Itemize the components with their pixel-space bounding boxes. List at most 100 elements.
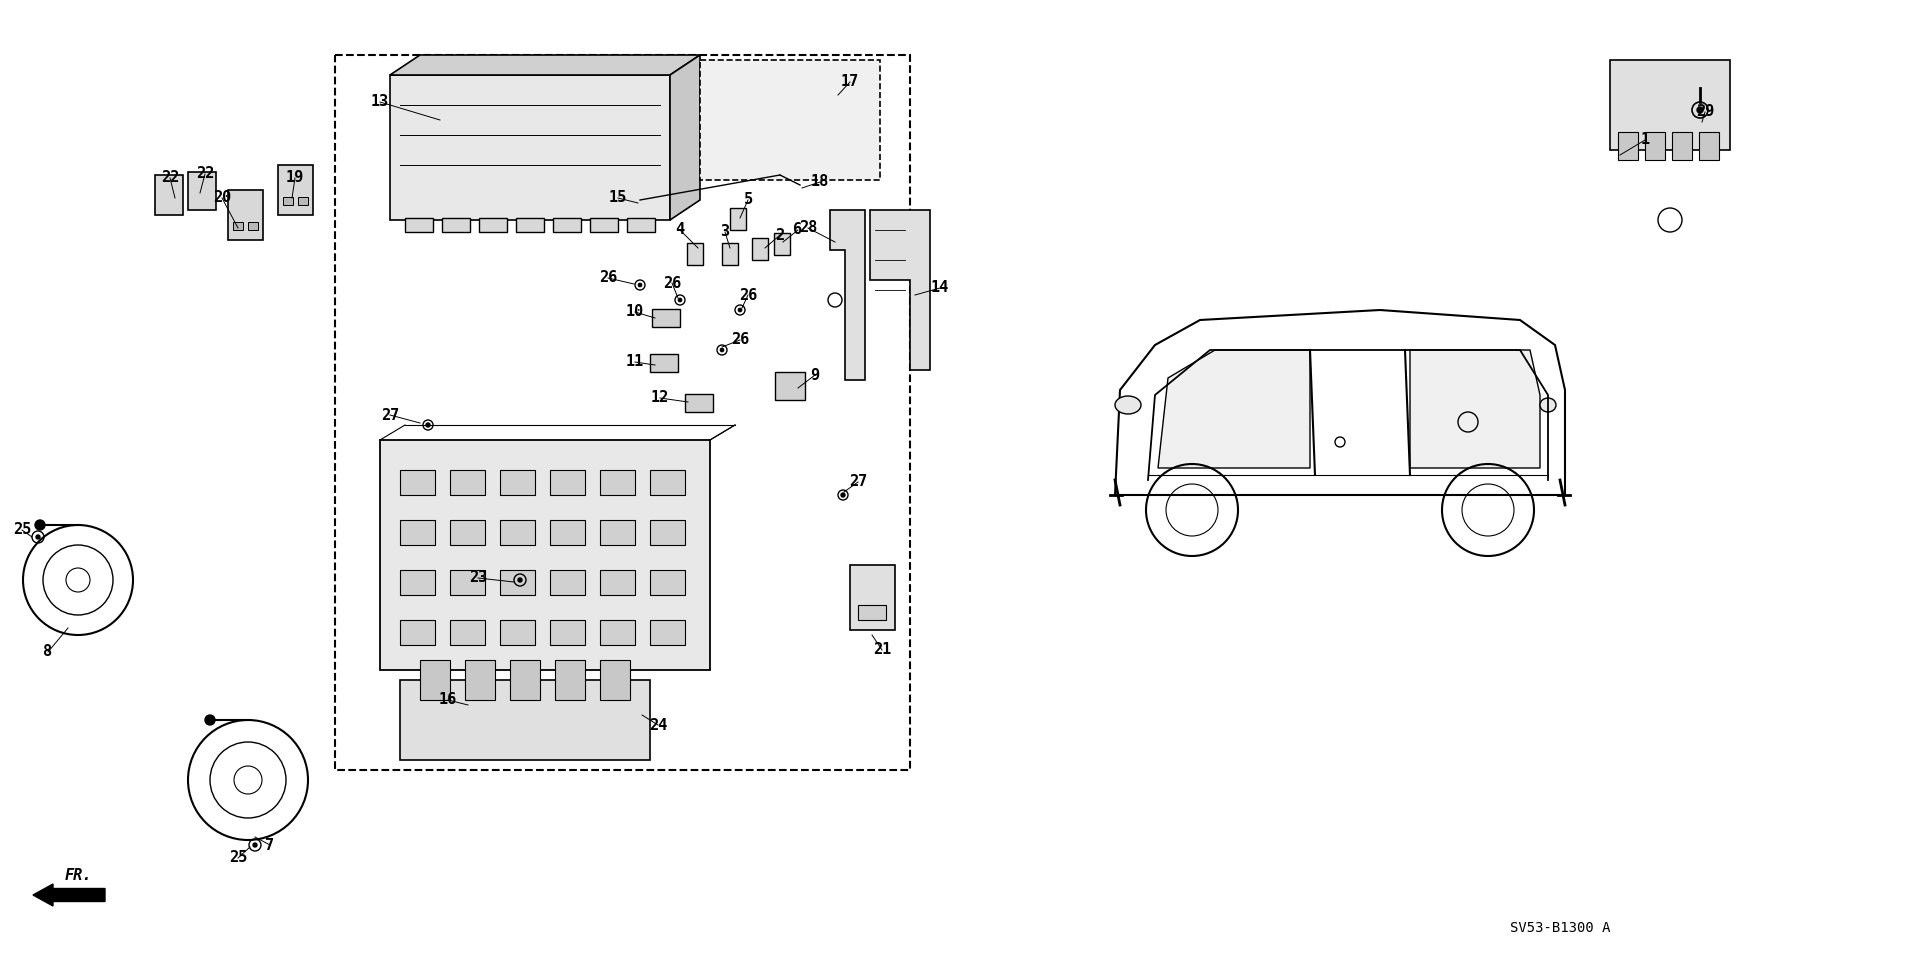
Polygon shape — [722, 243, 737, 265]
Text: 26: 26 — [662, 275, 682, 291]
Circle shape — [426, 423, 430, 427]
Polygon shape — [687, 243, 703, 265]
Polygon shape — [553, 218, 582, 232]
Polygon shape — [1645, 132, 1665, 160]
Polygon shape — [511, 660, 540, 700]
Polygon shape — [499, 620, 536, 645]
Polygon shape — [380, 440, 710, 670]
Text: 2: 2 — [776, 227, 785, 243]
Polygon shape — [599, 470, 636, 495]
Polygon shape — [730, 208, 747, 230]
Text: 20: 20 — [213, 191, 230, 205]
Text: 14: 14 — [931, 280, 948, 295]
Polygon shape — [449, 470, 486, 495]
Polygon shape — [851, 565, 895, 630]
Polygon shape — [651, 354, 678, 372]
Polygon shape — [1158, 350, 1309, 468]
Polygon shape — [188, 172, 215, 210]
Polygon shape — [670, 55, 701, 220]
Polygon shape — [499, 570, 536, 595]
Text: 23: 23 — [468, 571, 488, 586]
Text: 16: 16 — [440, 692, 457, 708]
Polygon shape — [449, 520, 486, 545]
Polygon shape — [599, 520, 636, 545]
Ellipse shape — [1116, 396, 1140, 414]
Text: 22: 22 — [196, 167, 215, 181]
Polygon shape — [651, 470, 685, 495]
Text: FR.: FR. — [63, 869, 92, 883]
Circle shape — [253, 843, 257, 847]
Polygon shape — [282, 197, 294, 205]
Text: 13: 13 — [371, 95, 390, 109]
Polygon shape — [516, 218, 543, 232]
Text: 27: 27 — [849, 475, 868, 489]
Polygon shape — [442, 218, 470, 232]
Circle shape — [720, 348, 724, 352]
Polygon shape — [465, 660, 495, 700]
Polygon shape — [1619, 132, 1638, 160]
Polygon shape — [499, 470, 536, 495]
Text: 15: 15 — [609, 191, 628, 205]
Polygon shape — [858, 605, 885, 620]
Text: 19: 19 — [286, 171, 303, 185]
Polygon shape — [399, 620, 436, 645]
Polygon shape — [701, 60, 879, 180]
Polygon shape — [499, 520, 536, 545]
Text: 18: 18 — [810, 175, 829, 190]
Polygon shape — [1699, 132, 1718, 160]
Text: 4: 4 — [676, 222, 685, 238]
Polygon shape — [599, 660, 630, 700]
Text: 26: 26 — [599, 270, 616, 286]
Polygon shape — [449, 570, 486, 595]
Text: 3: 3 — [720, 224, 730, 240]
Text: 11: 11 — [626, 355, 643, 369]
Polygon shape — [399, 570, 436, 595]
Polygon shape — [774, 233, 789, 255]
Circle shape — [678, 298, 682, 302]
Text: 5: 5 — [743, 193, 753, 207]
Circle shape — [1697, 107, 1703, 113]
Polygon shape — [870, 210, 929, 370]
Text: 21: 21 — [874, 643, 891, 658]
Polygon shape — [156, 175, 182, 215]
Polygon shape — [478, 218, 507, 232]
Polygon shape — [390, 75, 670, 220]
Polygon shape — [1409, 350, 1540, 468]
Polygon shape — [589, 218, 618, 232]
Text: 1: 1 — [1640, 132, 1649, 148]
Polygon shape — [653, 309, 680, 327]
Text: 22: 22 — [161, 171, 179, 185]
Polygon shape — [399, 470, 436, 495]
Text: 26: 26 — [732, 333, 749, 347]
Polygon shape — [651, 570, 685, 595]
Polygon shape — [248, 222, 257, 230]
Polygon shape — [549, 620, 586, 645]
Text: 26: 26 — [739, 288, 756, 302]
Polygon shape — [298, 197, 307, 205]
Text: 8: 8 — [44, 644, 52, 660]
Polygon shape — [228, 190, 263, 240]
Circle shape — [841, 493, 845, 497]
Polygon shape — [599, 570, 636, 595]
Polygon shape — [1611, 60, 1730, 150]
Polygon shape — [549, 470, 586, 495]
Text: 9: 9 — [810, 367, 820, 383]
Polygon shape — [549, 520, 586, 545]
Text: 25: 25 — [228, 851, 248, 866]
Polygon shape — [829, 210, 866, 380]
Circle shape — [36, 535, 40, 539]
Text: 25: 25 — [13, 523, 31, 537]
Polygon shape — [420, 660, 449, 700]
Text: 24: 24 — [649, 717, 666, 733]
Circle shape — [518, 578, 522, 582]
Circle shape — [205, 715, 215, 725]
Text: 12: 12 — [651, 390, 670, 406]
Polygon shape — [278, 165, 313, 215]
Text: 10: 10 — [626, 305, 643, 319]
Polygon shape — [232, 222, 244, 230]
Text: 27: 27 — [380, 408, 399, 423]
FancyArrow shape — [33, 884, 106, 906]
Text: 6: 6 — [793, 222, 803, 238]
Text: SV53-B1300 A: SV53-B1300 A — [1509, 921, 1611, 935]
Polygon shape — [390, 55, 701, 75]
